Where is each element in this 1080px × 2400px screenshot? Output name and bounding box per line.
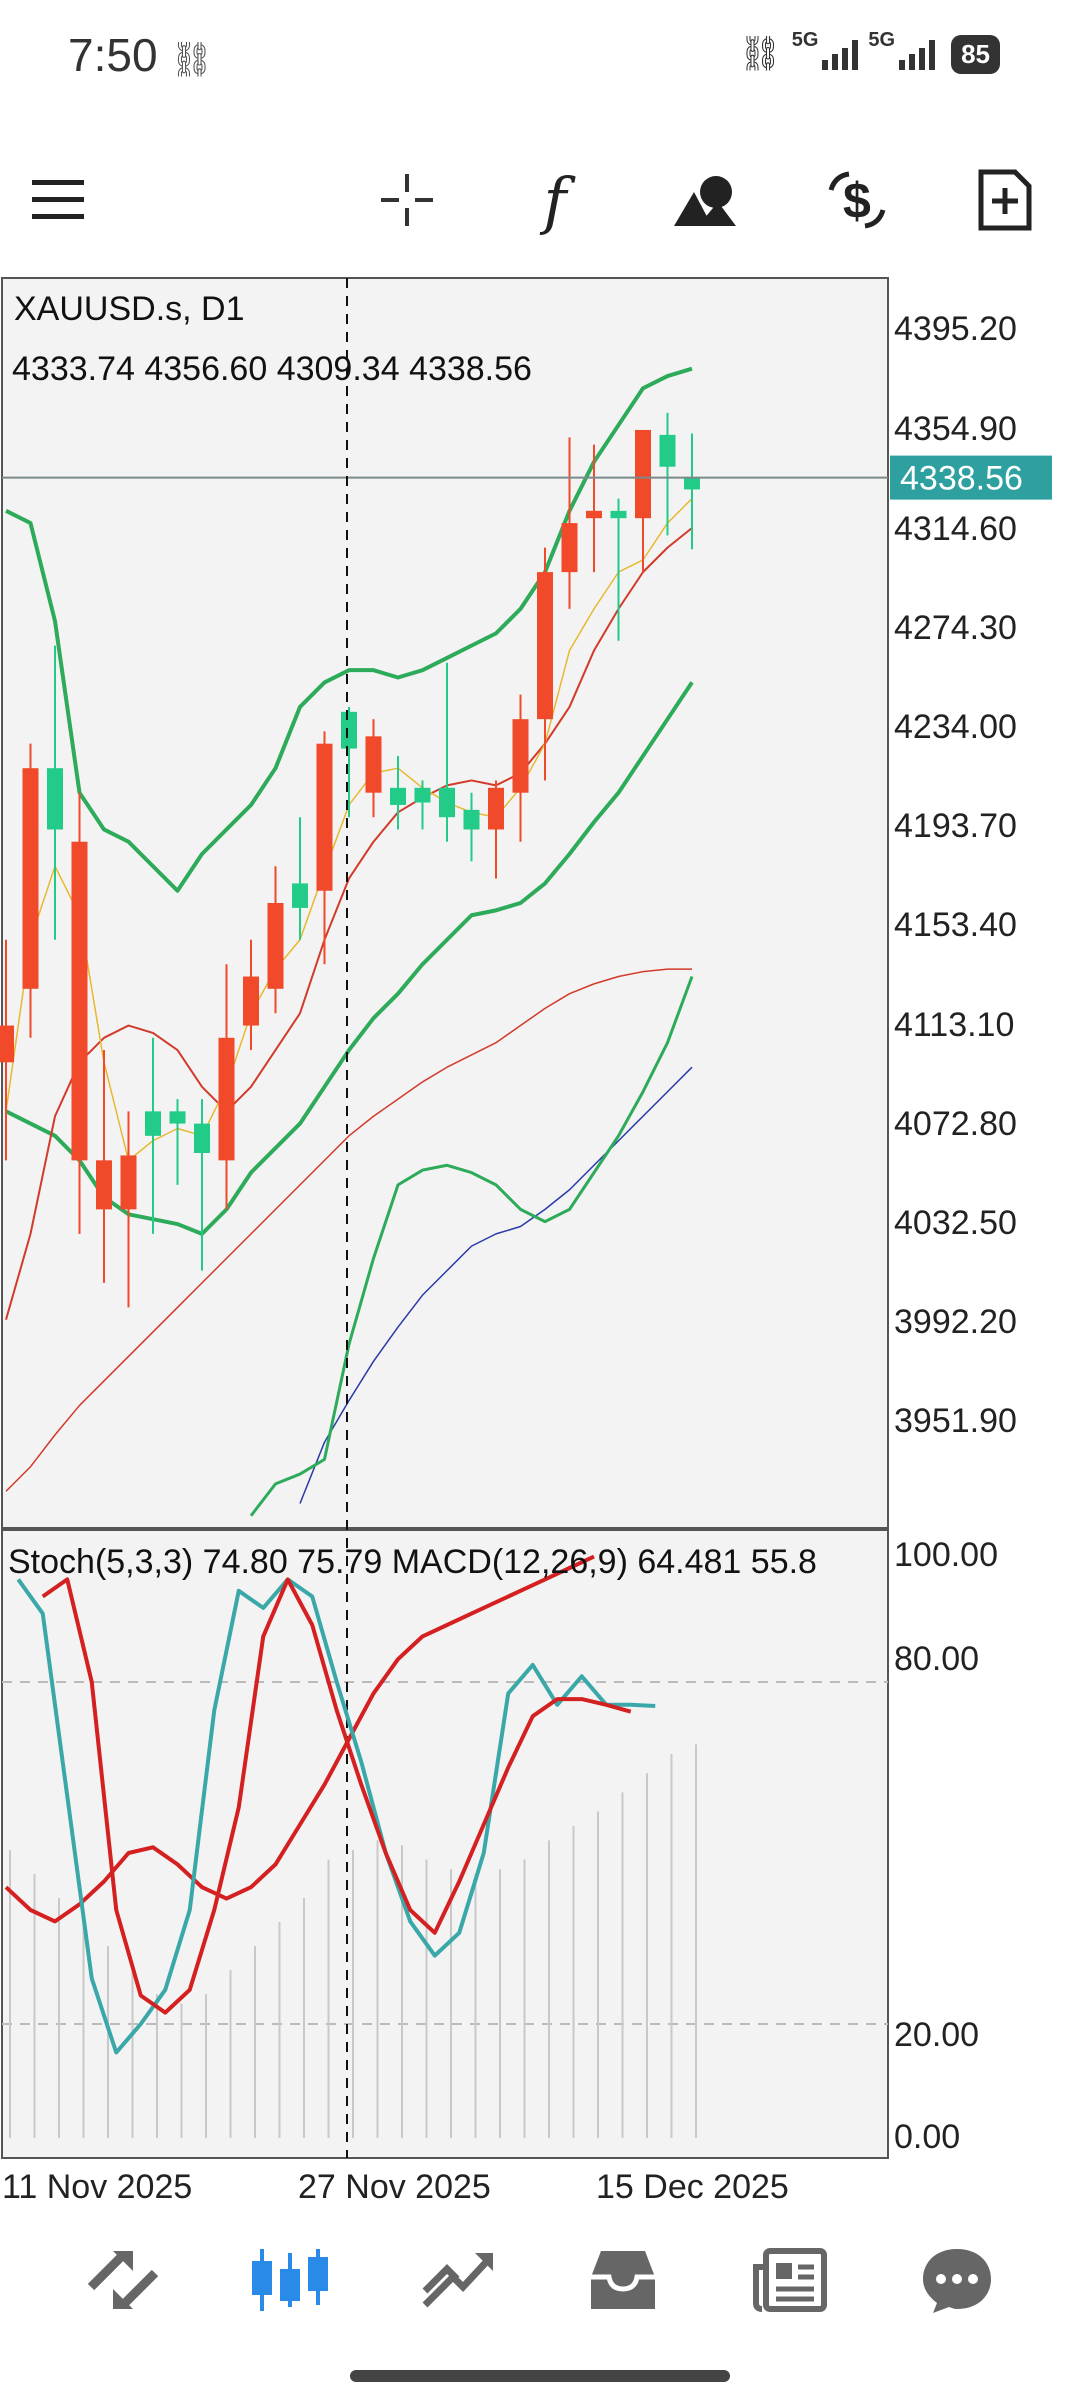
bottom-navigation: [0, 2200, 1080, 2360]
menu-icon[interactable]: [18, 160, 98, 240]
signal-icon-1: [822, 38, 859, 70]
oscillator-panel: [1, 1529, 889, 2159]
nav-chat-icon[interactable]: [907, 2230, 1007, 2330]
hotspot-link-icon: ⛓: [738, 35, 782, 73]
candle-body: [145, 1111, 161, 1136]
stochastic-signal-line: [41, 1577, 632, 2015]
status-bar: 7:50 ⛓ ⛓ 5G 5G 85: [0, 0, 1080, 110]
stochastic-main-line: [16, 1577, 656, 2055]
fast-moving-average-line: [5, 527, 693, 1320]
blue-moving-average-line: [299, 1066, 693, 1504]
battery-badge: 85: [951, 34, 1000, 74]
candle-body: [659, 434, 676, 467]
price-axis-label: 4193.70: [894, 807, 1017, 845]
candle-body: [512, 719, 529, 793]
candle-body: [561, 523, 578, 573]
candle-body: [635, 429, 651, 519]
candle-body: [0, 1025, 14, 1063]
candle-body: [169, 1111, 186, 1124]
candle-body: [96, 1160, 112, 1210]
candle-body: [439, 787, 455, 818]
candle-body: [537, 572, 553, 720]
candle-body: [267, 903, 284, 989]
date-axis-label: 11 Nov 2025: [2, 2168, 192, 2206]
candle-body: [22, 768, 39, 989]
date-axis-label: 27 Nov 2025: [298, 2168, 491, 2206]
candle-body: [610, 510, 627, 519]
osc-axis-label: 80.00: [894, 1640, 979, 1678]
price-axis-label: 3951.90: [894, 1402, 1017, 1440]
objects-icon[interactable]: [665, 160, 745, 240]
candle-body: [316, 743, 333, 891]
status-time: 7:50: [68, 29, 158, 81]
price-axis-label: 4153.40: [894, 906, 1017, 944]
candle-body: [243, 976, 259, 1026]
candle-body: [120, 1155, 137, 1210]
nav-news-icon[interactable]: [740, 2230, 840, 2330]
candle-body: [390, 787, 406, 805]
osc-axis-label: 0.00: [894, 2118, 960, 2156]
home-indicator[interactable]: [350, 2370, 730, 2382]
date-axis-label: 15 Dec 2025: [596, 2168, 789, 2206]
network-label-2: 5G: [868, 28, 896, 51]
candle-body: [684, 477, 700, 490]
symbol-title: XAUUSD.s, D1: [14, 290, 245, 328]
candle-body: [586, 510, 602, 519]
price-axis-label: 4274.30: [894, 609, 1017, 647]
bollinger-lower-line: [5, 681, 694, 1236]
status-indicators: ⛓ 5G 5G 85: [738, 29, 1000, 74]
current-price-tag: [890, 455, 1052, 500]
link-icon: ⛓: [170, 41, 214, 79]
candle-body: [463, 809, 480, 830]
ohlc-readout: 4333.74 4356.60 4309.34 4338.56: [12, 350, 532, 388]
price-axis-label: 4072.80: [894, 1105, 1017, 1143]
crosshair-icon[interactable]: [367, 160, 447, 240]
lower-band-green-line: [249, 976, 694, 1517]
nav-history-icon[interactable]: [573, 2230, 673, 2330]
currency-icon[interactable]: $: [817, 160, 897, 240]
osc-axis-label: 20.00: [894, 2016, 979, 2054]
oscillator-readout: Stoch(5,3,3) 74.80 75.79 MACD(12,26,9) 6…: [8, 1543, 817, 1581]
macd-signal-line: [4, 1554, 595, 1924]
price-axis-label: 3992.20: [894, 1303, 1017, 1341]
price-axis-label: 4113.10: [894, 1006, 1014, 1044]
current-price-label: 4338.56: [900, 460, 1023, 498]
price-axis-label: 4314.60: [894, 510, 1017, 548]
candle-body: [47, 768, 63, 830]
middle-moving-average-line: [5, 968, 692, 1492]
chart-toolbar: f $: [0, 140, 1080, 250]
nav-chart-icon[interactable]: [240, 2230, 340, 2330]
price-axis-label: 4395.20: [894, 310, 1017, 348]
price-panel: [1, 277, 889, 1529]
candle-body: [414, 787, 431, 803]
indicators-icon[interactable]: f: [543, 163, 567, 237]
candle-body: [341, 711, 357, 749]
price-axis-label: 4234.00: [894, 708, 1017, 746]
candle-body: [292, 883, 308, 908]
candle-body: [488, 787, 504, 830]
candle-body: [218, 1037, 235, 1161]
nav-quotes-icon[interactable]: [73, 2230, 173, 2330]
svg-text:$: $: [843, 173, 871, 229]
signal-icon-2: [899, 38, 936, 70]
new-order-icon[interactable]: [965, 160, 1045, 240]
bollinger-upper-line: [5, 366, 693, 893]
candle-body: [365, 736, 382, 793]
osc-axis-label: 100.00: [894, 1536, 998, 1574]
network-label-1: 5G: [791, 28, 819, 51]
nav-trade-icon[interactable]: [407, 2230, 507, 2330]
candle-body: [194, 1123, 210, 1153]
price-axis-label: 4032.50: [894, 1204, 1017, 1242]
price-axis-label: 4354.90: [894, 410, 1017, 448]
candle-body: [71, 841, 88, 1161]
